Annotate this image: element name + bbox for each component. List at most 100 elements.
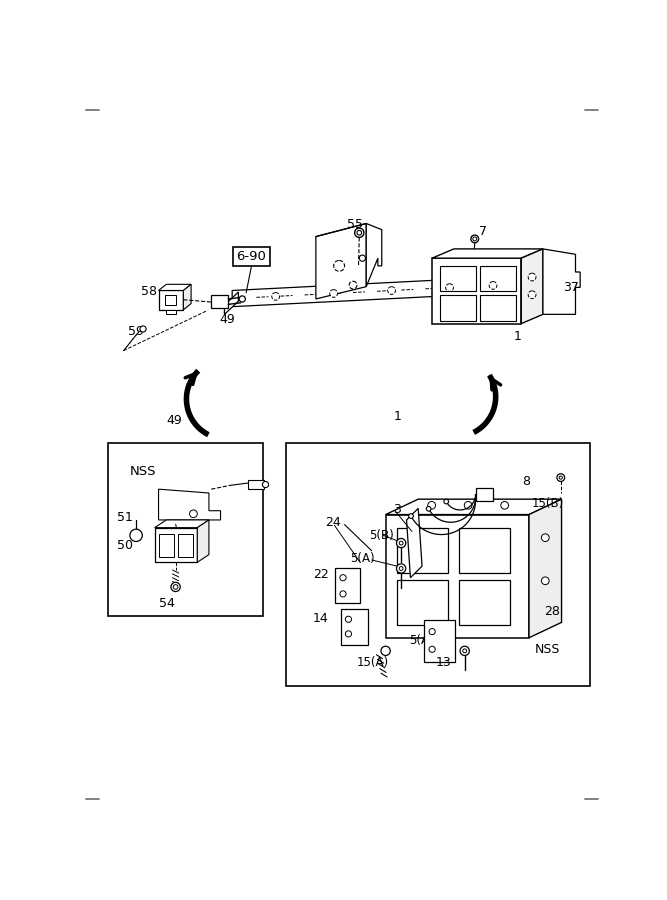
Circle shape — [528, 291, 536, 299]
Bar — [424, 620, 456, 662]
Text: NSS: NSS — [534, 644, 560, 656]
Bar — [178, 534, 193, 557]
Circle shape — [271, 292, 279, 301]
Text: 8: 8 — [522, 475, 530, 489]
Text: 49: 49 — [166, 415, 182, 428]
Circle shape — [429, 628, 436, 634]
Text: 1: 1 — [394, 410, 402, 423]
Text: 7: 7 — [479, 225, 487, 238]
Circle shape — [542, 577, 549, 585]
Polygon shape — [521, 249, 543, 324]
Polygon shape — [224, 292, 238, 314]
Circle shape — [409, 514, 414, 518]
Text: 28: 28 — [544, 605, 560, 617]
Text: 14: 14 — [313, 612, 329, 625]
Circle shape — [444, 500, 448, 504]
Bar — [460, 528, 510, 573]
Circle shape — [489, 282, 497, 289]
Circle shape — [189, 510, 197, 518]
Bar — [211, 295, 228, 308]
Circle shape — [460, 646, 470, 655]
Circle shape — [340, 590, 346, 597]
Bar — [336, 569, 360, 603]
Polygon shape — [183, 284, 191, 310]
Polygon shape — [386, 500, 562, 515]
Text: NSS: NSS — [130, 464, 156, 478]
Circle shape — [396, 538, 406, 548]
Circle shape — [559, 476, 562, 479]
Polygon shape — [529, 500, 562, 638]
Text: 51: 51 — [117, 510, 133, 524]
Text: 59: 59 — [127, 325, 143, 338]
Text: 58: 58 — [141, 285, 157, 298]
Polygon shape — [159, 490, 221, 520]
Text: 15(A): 15(A) — [356, 656, 388, 670]
Bar — [440, 295, 476, 320]
Circle shape — [350, 281, 357, 289]
Text: 13: 13 — [436, 656, 451, 670]
Circle shape — [399, 566, 403, 571]
Circle shape — [542, 534, 549, 542]
Polygon shape — [407, 508, 422, 578]
Bar — [341, 608, 368, 645]
Text: 5(A): 5(A) — [350, 553, 375, 565]
Text: 50: 50 — [117, 539, 133, 553]
Circle shape — [171, 582, 180, 591]
Circle shape — [473, 237, 477, 241]
Text: 5(A): 5(A) — [409, 634, 434, 647]
Bar — [432, 258, 521, 324]
Polygon shape — [516, 274, 530, 288]
Circle shape — [360, 255, 366, 261]
Text: 49: 49 — [219, 313, 235, 326]
Circle shape — [346, 616, 352, 623]
Bar — [386, 515, 529, 638]
Text: 1: 1 — [514, 329, 522, 343]
Circle shape — [446, 284, 454, 292]
Circle shape — [399, 541, 403, 545]
Polygon shape — [432, 249, 543, 258]
Bar — [480, 295, 516, 320]
Text: 3: 3 — [394, 503, 402, 516]
Bar — [476, 488, 492, 501]
Bar — [159, 291, 183, 310]
Circle shape — [381, 646, 390, 655]
Bar — [460, 580, 510, 625]
Bar — [398, 580, 448, 625]
Circle shape — [396, 563, 406, 573]
Circle shape — [463, 649, 467, 652]
Circle shape — [340, 574, 346, 580]
Bar — [108, 443, 263, 616]
Bar — [440, 266, 476, 292]
Text: 6-90: 6-90 — [237, 250, 267, 263]
Polygon shape — [159, 284, 191, 291]
Polygon shape — [197, 520, 209, 562]
Polygon shape — [155, 520, 209, 527]
Text: 54: 54 — [159, 597, 175, 610]
Circle shape — [355, 228, 364, 238]
Circle shape — [262, 482, 269, 488]
Circle shape — [239, 296, 245, 302]
Circle shape — [388, 287, 396, 294]
Polygon shape — [366, 223, 382, 286]
Bar — [165, 295, 175, 305]
Polygon shape — [543, 249, 580, 314]
Bar — [248, 480, 264, 490]
Circle shape — [329, 290, 338, 297]
Polygon shape — [232, 276, 522, 307]
Text: 5(B): 5(B) — [370, 529, 394, 542]
Bar — [159, 534, 174, 557]
Circle shape — [429, 646, 436, 652]
Text: 55: 55 — [347, 218, 363, 231]
Circle shape — [557, 473, 565, 482]
Circle shape — [140, 326, 146, 332]
Circle shape — [464, 501, 472, 509]
Text: 22: 22 — [313, 568, 329, 580]
Circle shape — [346, 631, 352, 637]
Circle shape — [357, 230, 362, 235]
Text: 37: 37 — [563, 281, 579, 294]
Circle shape — [130, 529, 142, 542]
Circle shape — [426, 507, 431, 511]
Text: 15(B): 15(B) — [532, 497, 564, 509]
Bar — [166, 310, 175, 314]
Circle shape — [528, 274, 536, 281]
